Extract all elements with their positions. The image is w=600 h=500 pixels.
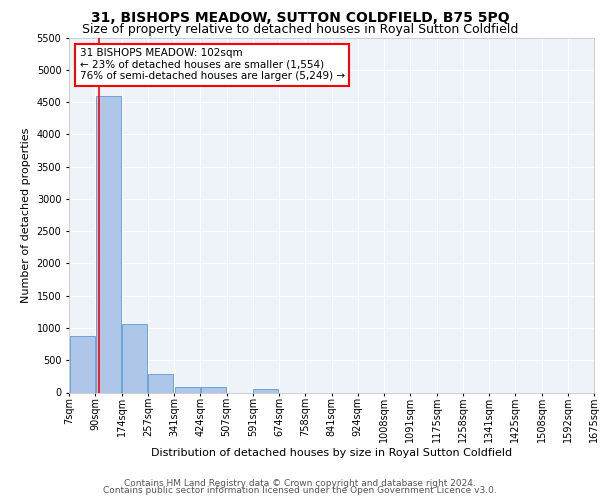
Bar — [253, 388, 278, 392]
Bar — [175, 386, 200, 392]
Bar — [201, 386, 226, 392]
Text: 31 BISHOPS MEADOW: 102sqm
← 23% of detached houses are smaller (1,554)
76% of se: 31 BISHOPS MEADOW: 102sqm ← 23% of detac… — [79, 48, 344, 82]
Bar — [148, 374, 173, 392]
Text: Contains HM Land Registry data © Crown copyright and database right 2024.: Contains HM Land Registry data © Crown c… — [124, 478, 476, 488]
Bar — [70, 336, 95, 392]
Text: Size of property relative to detached houses in Royal Sutton Coldfield: Size of property relative to detached ho… — [82, 22, 518, 36]
Y-axis label: Number of detached properties: Number of detached properties — [21, 128, 31, 302]
Bar — [96, 96, 121, 392]
X-axis label: Distribution of detached houses by size in Royal Sutton Coldfield: Distribution of detached houses by size … — [151, 448, 512, 458]
Text: Contains public sector information licensed under the Open Government Licence v3: Contains public sector information licen… — [103, 486, 497, 495]
Text: 31, BISHOPS MEADOW, SUTTON COLDFIELD, B75 5PQ: 31, BISHOPS MEADOW, SUTTON COLDFIELD, B7… — [91, 12, 509, 26]
Bar — [122, 324, 147, 392]
